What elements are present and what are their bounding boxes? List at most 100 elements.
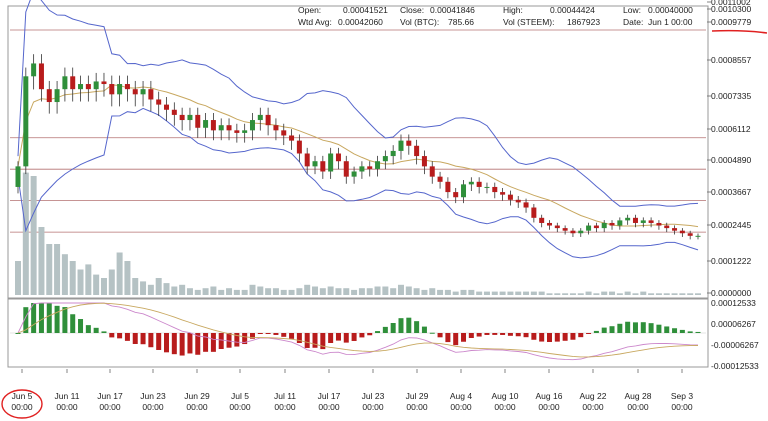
open-label: Open: [298, 5, 321, 15]
volume-bar-0 [15, 261, 21, 295]
volume-bar-13 [116, 252, 123, 295]
candle-59 [476, 181, 482, 187]
candle-22 [187, 114, 193, 121]
macd-bar-44 [359, 333, 365, 338]
volume-bar-22 [186, 288, 193, 295]
candle-30 [249, 120, 255, 131]
close-label: Close: [400, 5, 424, 15]
time-tick-time-12: 00:00 [538, 402, 560, 412]
macd-bar-78 [625, 321, 631, 333]
candle-19 [164, 104, 170, 110]
macd-bar-56 [453, 333, 459, 346]
vol-steem-label: Vol (STEEM): [503, 17, 554, 27]
candle-53 [429, 166, 435, 177]
macd-bar-2 [31, 303, 37, 333]
volume-bar-30 [249, 284, 256, 295]
macd-bar-26 [218, 333, 224, 350]
macd-bar-38 [312, 333, 318, 348]
macd-bar-74 [593, 330, 599, 333]
macd-bar-72 [578, 333, 584, 338]
macd-bar-39 [320, 333, 326, 350]
volume-bar-3 [38, 227, 45, 295]
volume-bar-6 [61, 254, 68, 295]
volume-bar-27 [226, 288, 233, 295]
macd-bar-81 [648, 323, 654, 333]
macd-bar-49 [398, 318, 404, 333]
vol-btc-label: Vol (BTC): [400, 17, 439, 27]
volume-bar-5 [54, 244, 61, 295]
volume-bar-8 [77, 269, 84, 295]
volume-bar-38 [312, 286, 319, 295]
volume-bar-4 [46, 244, 53, 295]
volume-bar-75 [601, 291, 608, 295]
macd-bar-36 [296, 333, 302, 344]
candle-74 [593, 225, 599, 229]
macd-bar-29 [242, 333, 248, 345]
candle-66 [531, 207, 537, 218]
candle-13 [117, 84, 123, 95]
volume-bar-53 [429, 288, 436, 295]
volume-bar-73 [585, 291, 592, 295]
candle-33 [273, 125, 279, 131]
candle-40 [328, 153, 334, 172]
volume-bar-28 [233, 289, 240, 295]
candle-5 [54, 89, 60, 103]
candle-6 [62, 76, 68, 90]
volume-bar-76 [609, 291, 616, 295]
volume-bar-42 [343, 288, 350, 295]
volume-bar-34 [280, 289, 287, 295]
candle-17 [148, 89, 154, 100]
candle-2 [31, 63, 37, 77]
candle-85 [679, 230, 685, 234]
time-tick-time-13: 00:00 [582, 402, 604, 412]
candle-62 [500, 192, 506, 195]
volume-bar-72 [577, 293, 584, 295]
price-tick-label-0: 0.0011002 [711, 0, 751, 7]
macd-bar-84 [672, 328, 678, 333]
candle-12 [109, 84, 115, 95]
candle-23 [195, 114, 201, 128]
candle-0 [15, 166, 21, 187]
candle-41 [335, 153, 341, 162]
volume-bar-56 [452, 291, 459, 295]
candle-49 [398, 140, 404, 151]
macd-bar-9 [85, 325, 91, 333]
candle-35 [289, 135, 295, 141]
macd-bar-59 [476, 333, 482, 337]
high-value: 0.00044424 [550, 5, 595, 15]
macd-bar-12 [109, 333, 115, 338]
candle-77 [617, 220, 623, 226]
volume-bar-36 [296, 288, 303, 295]
candle-18 [156, 99, 162, 105]
time-tick-time-14: 00:00 [627, 402, 649, 412]
annotation-underline [711, 29, 768, 34]
candle-56 [453, 192, 459, 198]
macd-bar-14 [124, 333, 130, 341]
macd-bar-20 [171, 333, 177, 355]
volume-bar-31 [257, 286, 264, 295]
volume-bar-25 [210, 286, 217, 295]
volume-bar-18 [155, 278, 162, 295]
macd-bar-50 [406, 317, 412, 333]
candle-9 [85, 84, 91, 90]
volume-bar-64 [515, 291, 522, 295]
candle-39 [320, 161, 326, 172]
volume-bar-62 [499, 291, 506, 295]
time-tick-day-1: Jun 11 [55, 391, 80, 401]
candle-52 [421, 156, 427, 167]
candle-44 [359, 166, 365, 172]
volume-bar-16 [140, 281, 147, 295]
candle-61 [492, 186, 498, 193]
macd-bar-87 [695, 331, 701, 333]
candle-14 [124, 84, 130, 90]
volume-bar-46 [374, 286, 381, 295]
volume-bar-44 [358, 288, 365, 295]
candle-11 [101, 81, 107, 85]
macd-bar-40 [328, 333, 334, 343]
macd-bar-52 [421, 326, 427, 333]
candle-3 [38, 63, 44, 90]
volume-bar-14 [124, 261, 131, 295]
candle-63 [507, 194, 513, 200]
candle-58 [468, 181, 474, 185]
volume-bar-43 [351, 289, 358, 295]
